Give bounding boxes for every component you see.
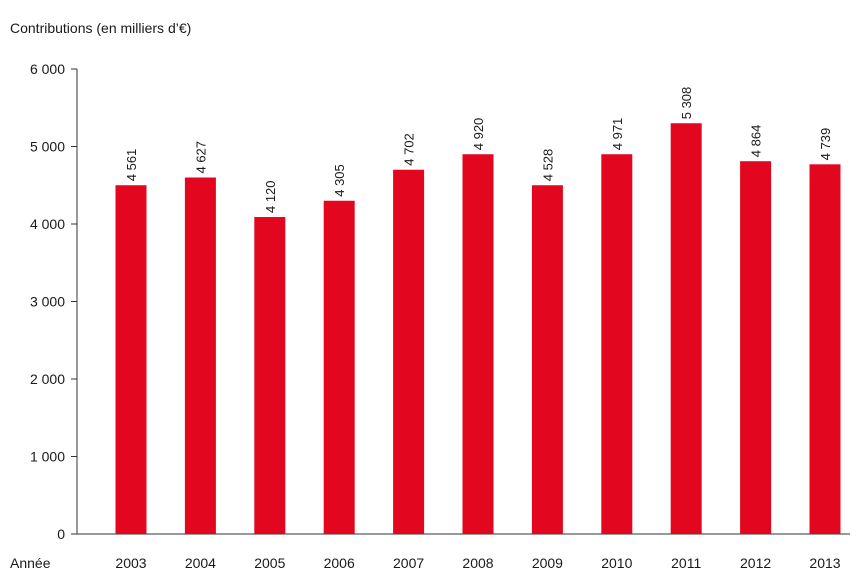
bar-2012: [740, 161, 772, 534]
x-tick-label-2005: 2005: [254, 555, 285, 571]
bars: [115, 123, 841, 534]
y-axis-ticks: 0 1 000 2 000 3 000 4 000 5 000 6 000: [30, 61, 77, 542]
bar-2005: [254, 217, 286, 534]
data-label-2005: 4 120: [263, 180, 278, 213]
x-tick-label-2007: 2007: [393, 555, 424, 571]
data-label-2012: 4 864: [749, 125, 764, 158]
bar-2007: [393, 169, 425, 534]
x-tick-label-2012: 2012: [740, 555, 771, 571]
y-tick-label: 4 000: [30, 216, 65, 232]
y-tick-label: 2 000: [30, 371, 65, 387]
x-tick-label-2011: 2011: [671, 555, 701, 571]
bar-2010: [601, 154, 633, 534]
y-tick-label: 3 000: [30, 294, 65, 310]
x-tick-label-2003: 2003: [115, 555, 146, 571]
x-tick-label-2013: 2013: [809, 555, 840, 571]
y-tick-label: 5 000: [30, 139, 65, 155]
bar-2006: [323, 200, 355, 534]
bar-2009: [531, 185, 563, 534]
chart-title: Contributions (en milliers d’€): [10, 20, 191, 36]
category-labels: 2003 2004 2005 2006 2007 2008 2009 2010 2011 2012…: [115, 555, 840, 571]
y-tick-label: 1 000: [30, 449, 65, 465]
bar-2004: [184, 177, 216, 534]
data-label-2004: 4 627: [193, 141, 208, 174]
y-tick-label: 6 000: [30, 61, 65, 77]
data-label-2008: 4 920: [471, 118, 486, 151]
x-tick-label-2008: 2008: [462, 555, 493, 571]
bar-2011: [670, 123, 702, 534]
bar-2008: [462, 154, 494, 534]
x-tick-label-2006: 2006: [324, 555, 355, 571]
data-label-2006: 4 305: [332, 164, 347, 197]
data-label-2003: 4 561: [124, 149, 139, 182]
data-label-2007: 4 702: [402, 133, 417, 166]
y-tick-label: 0: [57, 526, 65, 542]
x-tick-label-2004: 2004: [185, 555, 216, 571]
data-label-2010: 4 971: [610, 118, 625, 151]
x-tick-label-2009: 2009: [532, 555, 563, 571]
x-axis-label: Année: [10, 555, 51, 571]
data-label-2011: 5 308: [679, 87, 694, 120]
data-label-2013: 4 739: [818, 128, 833, 161]
bar-2013: [809, 164, 841, 534]
bar-2003: [115, 185, 147, 534]
x-tick-label-2010: 2010: [601, 555, 632, 571]
data-labels: 4 561 4 627 4 120 4 305 4 702 4 920 4 528 4 971…: [124, 87, 833, 213]
data-label-2009: 4 528: [540, 149, 555, 182]
